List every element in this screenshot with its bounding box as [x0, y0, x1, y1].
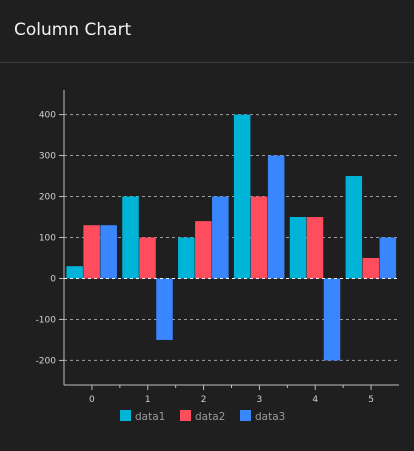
bar-data1-5[interactable] [345, 176, 363, 279]
bar-data1-3[interactable] [233, 114, 251, 279]
card-header: Column Chart [0, 0, 414, 63]
x-tick-label: 2 [201, 395, 207, 405]
x-tick-label: 0 [89, 395, 95, 405]
y-tick-label: 300 [39, 152, 56, 162]
bar-data2-4[interactable] [306, 217, 324, 279]
bar-data3-1[interactable] [156, 278, 173, 340]
legend-swatch-data1[interactable] [120, 410, 131, 421]
y-tick-label: -100 [36, 315, 57, 325]
bar-data1-0[interactable] [66, 266, 83, 279]
column-chart: -200 -100 0 100 200 300 400 0 1 2 3 4 5 data1 data2 dat… [36, 90, 399, 423]
bar-data1-2[interactable] [178, 237, 195, 279]
x-tick-label: 1 [145, 395, 151, 405]
x-tick-label: 4 [312, 395, 318, 405]
y-tick-label: 0 [50, 274, 56, 284]
bar-data1-4[interactable] [289, 217, 307, 279]
bar-data2-5[interactable] [362, 257, 380, 279]
chart-title: Column Chart [14, 20, 132, 40]
bar-data3-5[interactable] [379, 237, 397, 279]
y-tick-label: 400 [39, 111, 56, 121]
bar-data3-2[interactable] [212, 196, 229, 279]
bar-data3-4[interactable] [323, 278, 341, 361]
y-tick-label: 100 [39, 234, 56, 244]
legend-label-data3[interactable]: data3 [255, 411, 285, 423]
bar-data1-1[interactable] [122, 196, 139, 279]
bar-data3-3[interactable] [267, 155, 285, 279]
y-tick-label: -200 [36, 356, 57, 366]
x-tick-label: 5 [368, 395, 374, 405]
bar-data3-0[interactable] [100, 225, 117, 279]
legend-label-data2[interactable]: data2 [195, 411, 225, 423]
bar-data2-3[interactable] [250, 196, 268, 279]
bar-data2-2[interactable] [195, 221, 212, 279]
legend-swatch-data2[interactable] [180, 410, 191, 421]
y-tick-label: 200 [39, 193, 56, 203]
x-tick-label: 3 [257, 395, 263, 405]
bar-data2-0[interactable] [83, 225, 100, 279]
legend-swatch-data3[interactable] [240, 410, 251, 421]
legend-label-data1[interactable]: data1 [135, 411, 165, 423]
bar-data2-1[interactable] [139, 237, 156, 279]
